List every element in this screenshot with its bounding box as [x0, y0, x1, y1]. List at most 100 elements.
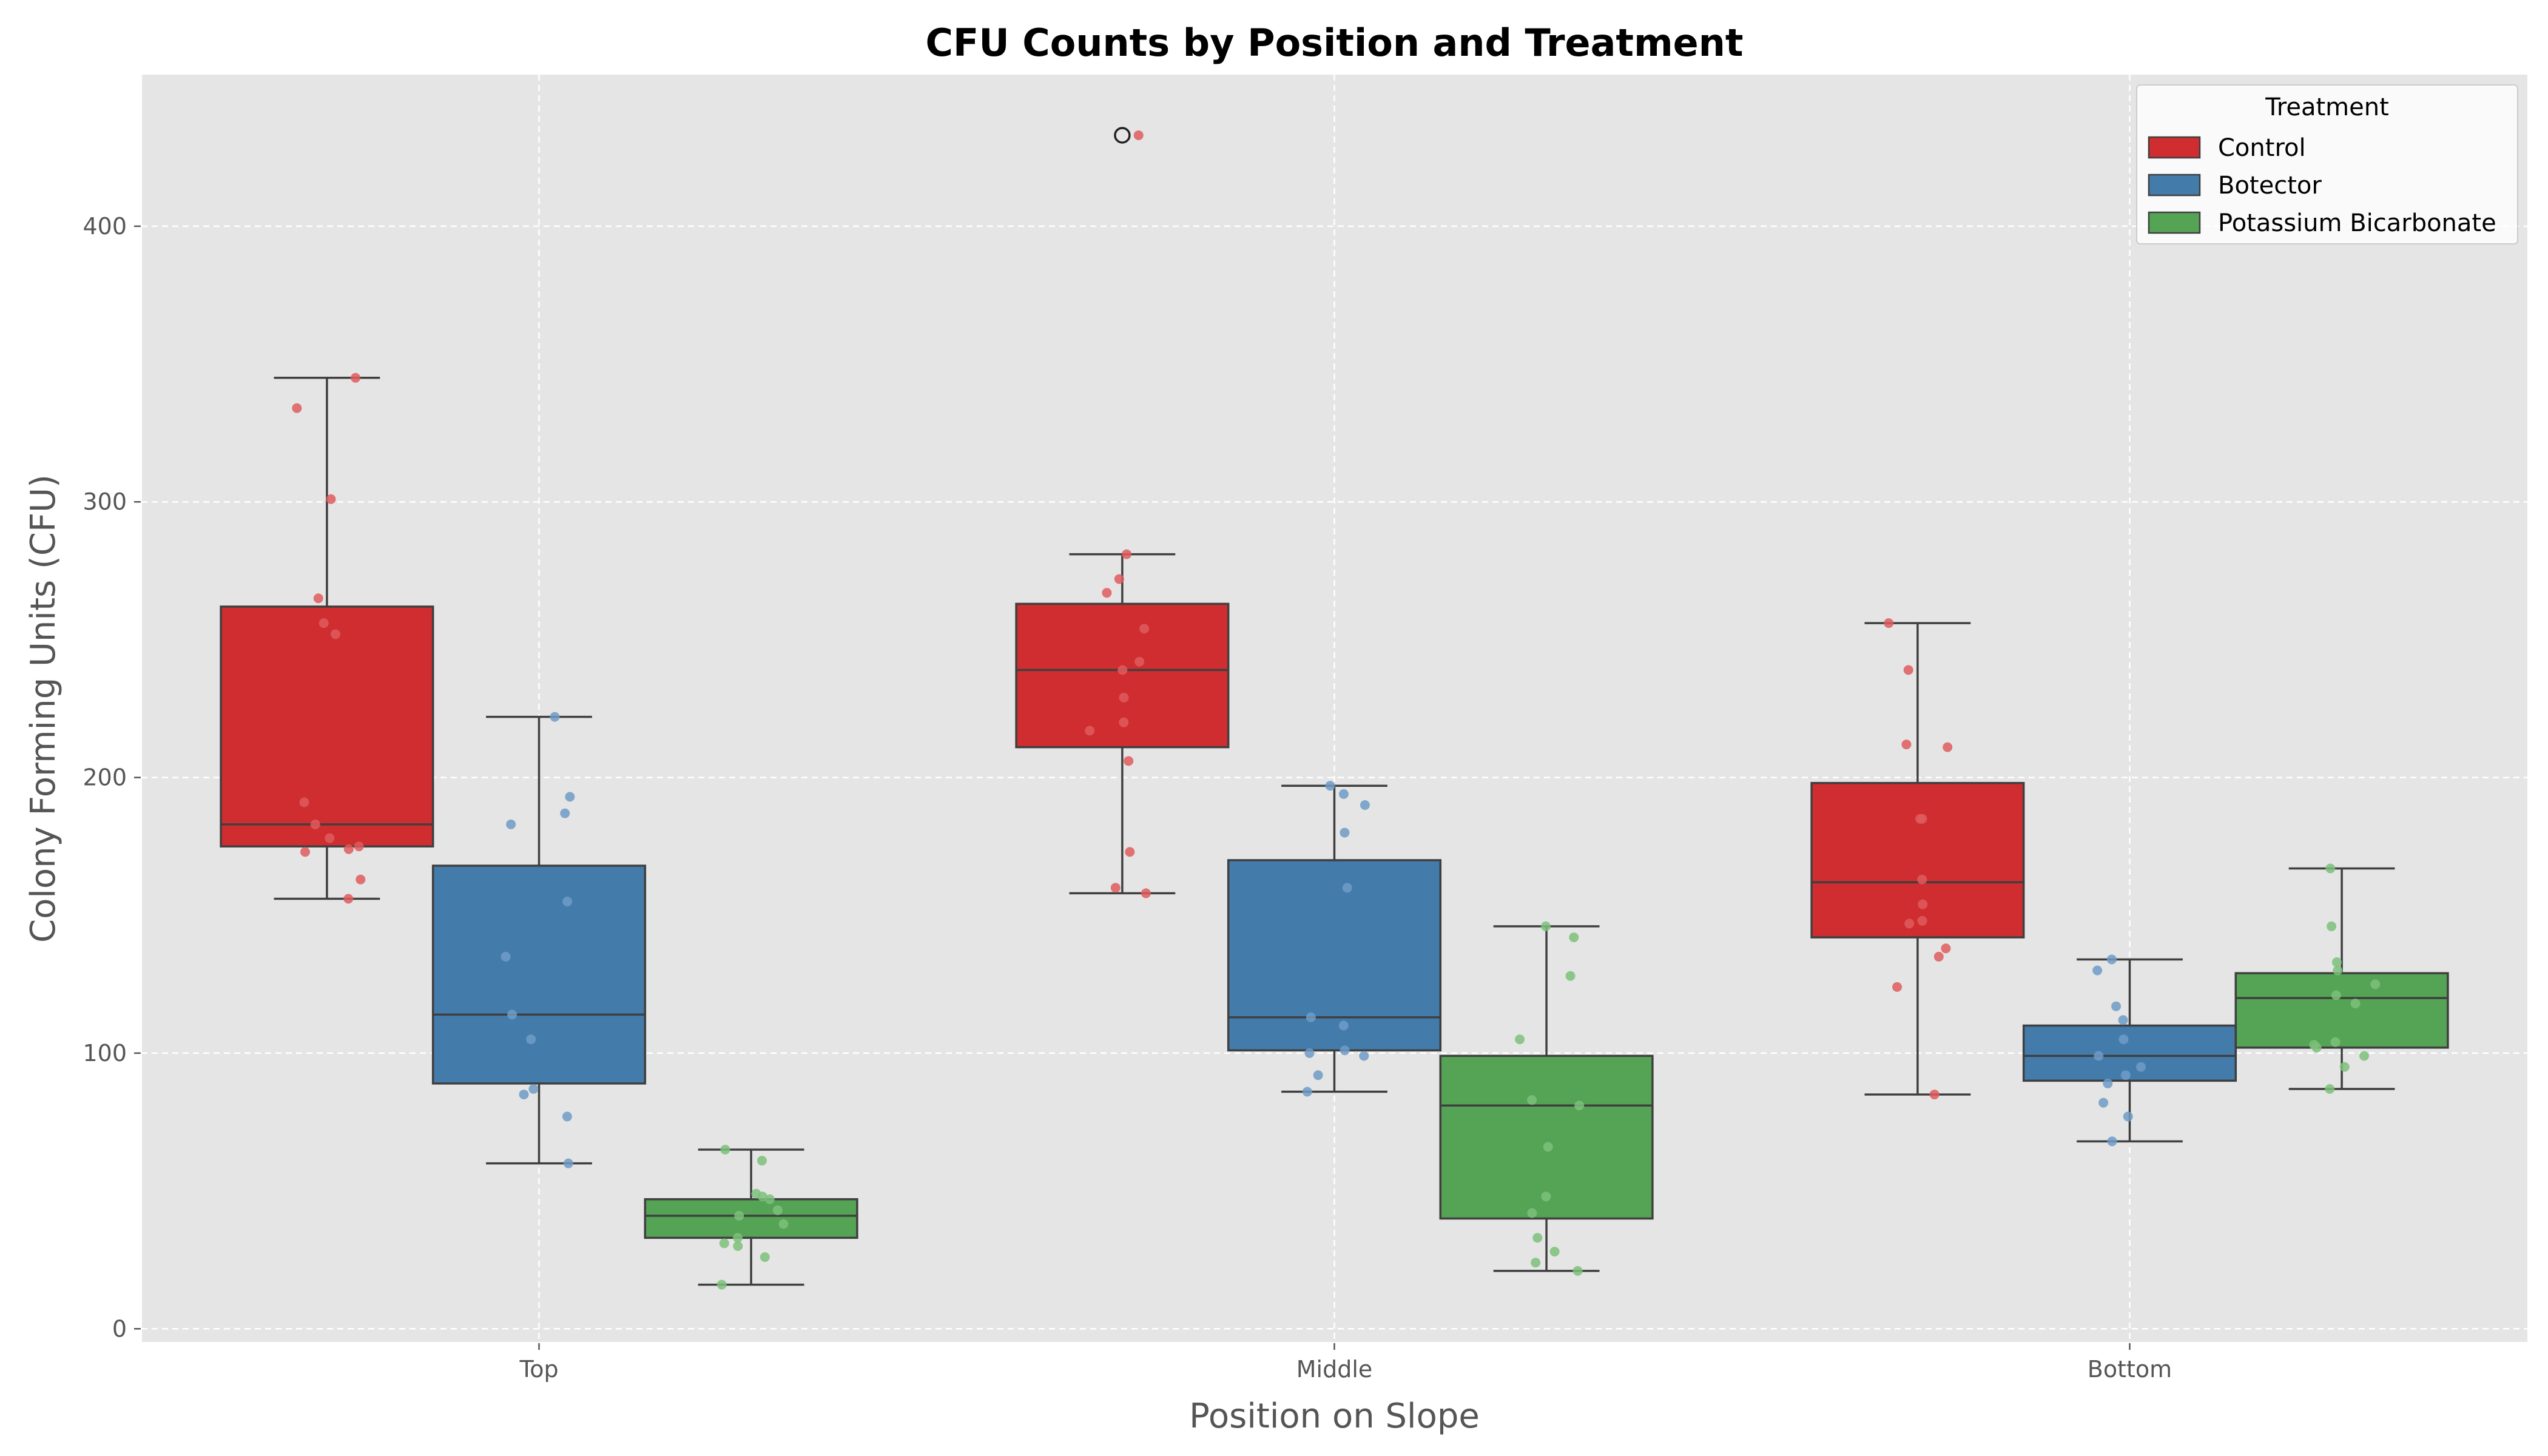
data-point	[2311, 1042, 2322, 1053]
data-point	[1124, 756, 1134, 766]
data-point	[2325, 863, 2336, 874]
data-point	[2118, 1015, 2128, 1025]
box-iqr	[2022, 1024, 2237, 1082]
data-point	[528, 1084, 539, 1094]
data-point	[1531, 1258, 1541, 1268]
data-point	[299, 797, 309, 807]
data-point	[1340, 827, 1350, 838]
data-point	[1359, 1051, 1369, 1061]
data-point	[1125, 847, 1135, 857]
data-point	[1304, 1048, 1315, 1058]
data-point	[318, 618, 329, 629]
y-tick-label: 100	[83, 1040, 127, 1067]
data-point	[1114, 574, 1124, 584]
data-point	[1134, 656, 1145, 667]
data-point	[2136, 1062, 2146, 1072]
data-point	[1543, 1142, 1553, 1152]
data-point	[565, 792, 575, 802]
data-point	[1574, 1100, 1585, 1111]
data-point	[2094, 1051, 2104, 1061]
data-point	[1929, 1090, 1940, 1100]
data-point	[1527, 1208, 1537, 1218]
data-point	[519, 1090, 529, 1100]
data-point	[550, 712, 560, 722]
y-tick-label: 300	[83, 488, 127, 515]
axes: 0 100 200 300 400 Top Middle Bottom	[83, 75, 2527, 1383]
data-point	[1102, 588, 1112, 598]
y-axis-label: Colony Forming Units (CFU)	[24, 474, 63, 943]
box-botector-top	[431, 715, 647, 1165]
x-tick-label: Bottom	[2088, 1356, 2172, 1383]
y-tick-label: 200	[83, 764, 127, 791]
data-point	[733, 1233, 743, 1243]
data-point	[2370, 979, 2381, 989]
data-point	[1139, 624, 1150, 634]
legend-label: Control	[2218, 134, 2306, 162]
data-point	[719, 1238, 729, 1249]
data-point	[1917, 915, 1927, 926]
data-point	[764, 1194, 775, 1204]
y-tick-label: 400	[83, 213, 127, 240]
box-groups	[220, 127, 2449, 1286]
data-point	[1306, 1012, 1316, 1022]
data-point	[2123, 1111, 2133, 1122]
data-point	[2330, 1037, 2341, 1047]
data-point	[1119, 692, 1129, 703]
data-point	[2331, 957, 2342, 967]
box-iqr	[431, 864, 647, 1085]
box-potassium-bicarbonate-bottom	[2234, 867, 2449, 1090]
data-point	[500, 951, 511, 962]
jitter-points	[292, 130, 2381, 1290]
data-point	[2325, 1084, 2335, 1094]
data-point	[351, 372, 361, 383]
data-point	[1133, 130, 1144, 140]
data-point	[757, 1156, 767, 1166]
data-point	[1527, 1095, 1537, 1105]
box-control-top	[220, 377, 434, 900]
data-point	[325, 833, 335, 843]
legend-label: Potassium Bicarbonate	[2218, 209, 2496, 237]
box-botector-bottom	[2022, 958, 2237, 1143]
x-axis-label: Position on Slope	[1189, 1397, 1480, 1436]
data-point	[1541, 1191, 1551, 1202]
legend-swatch	[2148, 174, 2201, 197]
legend-title: Treatment	[2265, 93, 2389, 121]
outlier-marker	[1114, 127, 1131, 144]
data-point	[331, 629, 341, 639]
data-point	[772, 1205, 783, 1215]
y-tick-label: 0	[112, 1315, 127, 1342]
data-point	[1085, 726, 1095, 736]
data-point	[2120, 1070, 2131, 1080]
box-iqr	[644, 1198, 858, 1239]
data-point	[343, 844, 354, 854]
data-point	[734, 1211, 744, 1221]
data-point	[1119, 717, 1129, 727]
legend: Treatment Control Botector Potassium Bicar…	[2136, 84, 2518, 244]
data-point	[2107, 1136, 2117, 1147]
x-tick-label: Middle	[1296, 1356, 1373, 1383]
data-point	[1122, 549, 1132, 559]
data-point	[2103, 1078, 2113, 1088]
data-point	[292, 403, 302, 413]
data-point	[2333, 965, 2343, 976]
data-point	[562, 1111, 572, 1122]
data-point	[326, 494, 336, 504]
legend-label: Botector	[2218, 172, 2322, 200]
data-point	[1515, 1034, 1525, 1045]
data-point	[2359, 1051, 2370, 1061]
box-iqr	[2234, 972, 2449, 1049]
box-potassium-bicarbonate-top	[644, 1148, 858, 1286]
box-iqr	[220, 605, 434, 848]
data-point	[1325, 781, 1335, 791]
data-point	[2092, 965, 2103, 976]
legend-frame	[2136, 84, 2518, 244]
data-point	[506, 819, 516, 829]
legend-swatch	[2148, 211, 2201, 234]
data-point	[2350, 999, 2361, 1009]
data-point	[1360, 800, 1370, 811]
data-point	[2339, 1062, 2350, 1072]
data-point	[760, 1252, 770, 1262]
data-point	[2118, 1034, 2129, 1045]
data-point	[1918, 899, 1928, 909]
